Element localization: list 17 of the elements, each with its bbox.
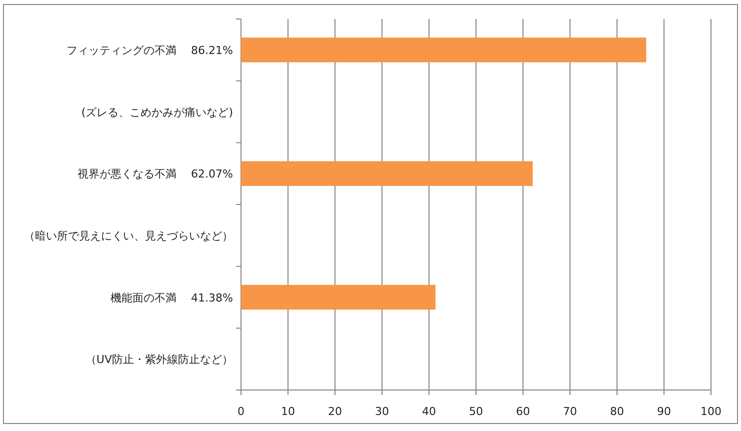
x-tick-label: 70: [563, 405, 577, 418]
y-tick-label: 機能面の不満 41.38%: [110, 291, 233, 304]
x-tick-label: 0: [238, 405, 244, 418]
x-tick-label: 50: [469, 405, 483, 418]
y-tick-label: 視界が悪くなる不満 62.07%: [78, 168, 233, 181]
x-tick-label: 30: [375, 405, 389, 418]
x-tick-label: 90: [657, 405, 671, 418]
y-tick-label: （暗い所で見えにくい、見えづらいなど）: [24, 229, 233, 242]
y-tick-label: (ズレる、こめかみが痛いなど): [81, 106, 233, 119]
y-tick-label: フィッティングの不満 86.21%: [66, 44, 233, 57]
x-tick-label: 10: [281, 405, 295, 418]
x-tick-label: 80: [610, 405, 624, 418]
x-tick-label: 100: [700, 405, 722, 418]
y-tick-label: （UV防止・紫外線防止など）: [85, 353, 233, 366]
x-tick-label: 20: [328, 405, 342, 418]
x-tick-label: 60: [516, 405, 530, 418]
x-tick-label: 40: [422, 405, 436, 418]
